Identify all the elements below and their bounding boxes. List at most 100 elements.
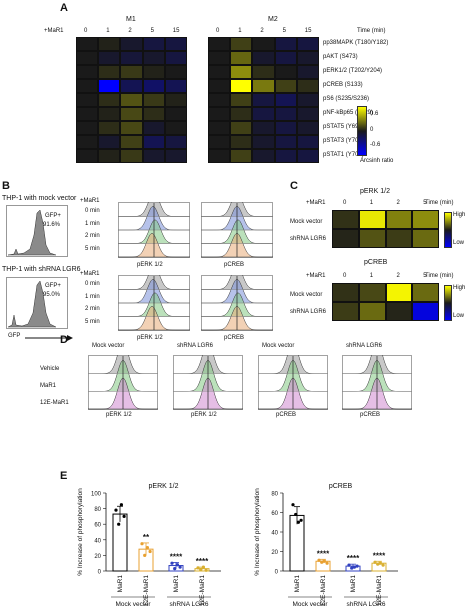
b-row-prefix: +MaR1 [80, 271, 100, 277]
heatmap-cell [120, 121, 143, 135]
heatmap-cell [120, 107, 143, 121]
heatmap-cell [120, 65, 143, 79]
b-row-label: 5 min [85, 245, 100, 252]
data-point [381, 563, 385, 567]
d-col-title: shRNA LGR6 [177, 343, 214, 349]
group-label: Mock vector [292, 601, 328, 608]
c1-high: High [453, 212, 466, 218]
c-timepoint: 5 [423, 273, 427, 279]
data-point [378, 561, 382, 565]
data-point [145, 546, 149, 550]
colorbar-tick-max: 0.6 [370, 111, 379, 117]
heatmap-cell [230, 65, 253, 79]
d-row-label: 12E-MaR1 [40, 400, 69, 406]
significance-marker: **** [347, 554, 360, 563]
heatmap-cell [142, 149, 165, 163]
heatmap-cell [120, 79, 143, 93]
panel-a-label: A [60, 2, 68, 14]
data-point [117, 522, 121, 526]
heatmap-cell [274, 65, 297, 79]
heatmap-cell [252, 79, 275, 93]
heatmap-cell [252, 107, 275, 121]
bar [112, 513, 128, 572]
heatmap-cell [412, 283, 439, 302]
data-point [299, 518, 303, 522]
heatmap-cell [76, 135, 99, 149]
c-timepoint: 2 [396, 273, 400, 279]
data-point [294, 512, 298, 517]
y-tick-label: 40 [94, 538, 101, 544]
y-tick-label: 60 [94, 523, 101, 529]
panel-a-time-unit: Time (min) [357, 28, 386, 34]
heatmap-cell [385, 283, 413, 302]
significance-marker: ** [143, 533, 150, 542]
heatmap-cell [164, 121, 187, 135]
m2-timepoint: 0 [216, 28, 220, 34]
heatmap-cell [76, 65, 99, 79]
gfp-histogram-shrna [6, 277, 68, 329]
heatmap-cell [385, 210, 413, 229]
c2-row-sh: shRNA LGR6 [290, 309, 327, 315]
histogram-stack [173, 355, 243, 410]
d-col-title: Mock vector [262, 343, 295, 349]
category-label: MaR1 [173, 575, 180, 593]
bar-chart-title: pCREB [329, 483, 353, 490]
protein-label: pp38MAPK (T180/Y182) [323, 40, 389, 46]
heatmap-cell [76, 149, 99, 163]
heatmap-cell [252, 121, 275, 135]
significance-marker: **** [170, 552, 183, 561]
group-label: Mock vector [115, 601, 151, 608]
heatmap-cell [98, 149, 121, 163]
heatmap-cell [208, 149, 231, 163]
b-col-label-perk: pERK 1/2 [137, 262, 163, 268]
data-point [204, 568, 208, 572]
d-row-label: Vehicle [40, 366, 60, 372]
heatmap-cell [98, 107, 121, 121]
m2-timepoint: 1 [238, 28, 242, 34]
data-point [355, 564, 359, 568]
b-col-label-perk: pERK 1/2 [137, 335, 163, 341]
heatmap-perk [332, 210, 439, 248]
gfp-mock-percent: 91.6% [43, 222, 61, 228]
heatmap-cell [208, 51, 231, 65]
data-point [201, 565, 205, 569]
gfp-histogram-mock [6, 205, 68, 257]
b-row-label: 1 min [85, 293, 100, 300]
heatmap-cell [385, 229, 413, 248]
data-point [322, 559, 326, 563]
heatmap-cell [164, 79, 187, 93]
panel-c-time-unit-2: Time (min) [425, 273, 454, 279]
colorbar-arcsinh [357, 106, 367, 156]
heatmap-cell [274, 79, 297, 93]
heatmap-cell [230, 149, 253, 163]
significance-marker: **** [196, 557, 209, 566]
heatmap-cell [252, 37, 275, 51]
d-row-label: MaR1 [40, 383, 57, 389]
heatmap-cell [252, 149, 275, 163]
protein-label: pERK1/2 (T202/Y204) [323, 68, 383, 74]
group-label: shRNA LGR6 [169, 601, 208, 608]
heatmap-cell [252, 135, 275, 149]
protein-label: pAKT (S473) [323, 54, 358, 60]
panel-b-label: B [2, 180, 10, 192]
heatmap-m2 [208, 37, 319, 163]
heatmap-cell [230, 51, 253, 65]
data-point [296, 520, 300, 524]
gfp-mock-label: GFP+ [45, 213, 61, 219]
d-col-label: pCREB [276, 412, 297, 418]
category-label: 12E-MaR1 [199, 575, 206, 606]
significance-marker: **** [317, 549, 330, 558]
gfp-sh-percent: 95.0% [43, 292, 61, 298]
heatmap-cell [98, 51, 121, 65]
category-label: MaR1 [294, 575, 301, 593]
heatmap-cell [76, 37, 99, 51]
y-tick-label: 80 [271, 492, 278, 498]
heatmap-cell [274, 149, 297, 163]
heatmap-cell [358, 302, 386, 321]
heatmap-cell [76, 79, 99, 93]
heatmap-cell [164, 65, 187, 79]
data-point [199, 567, 203, 572]
data-point [317, 558, 321, 562]
category-label: 12E-MaR1 [376, 575, 383, 606]
heatmap-cell [164, 135, 187, 149]
